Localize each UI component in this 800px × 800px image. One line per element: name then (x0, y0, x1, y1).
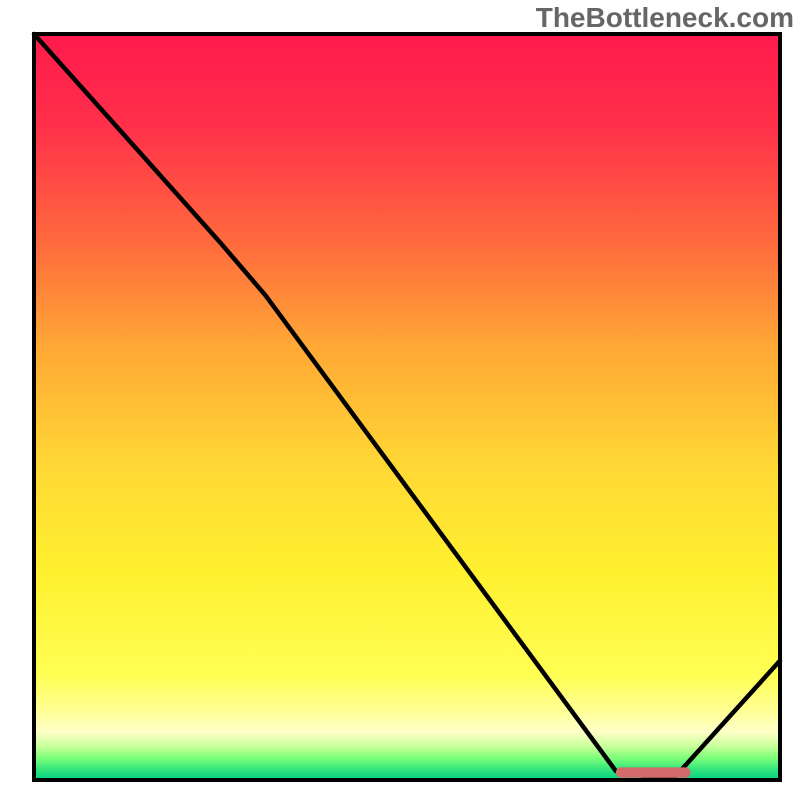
watermark-text: TheBottleneck.com (536, 2, 794, 34)
bottleneck-chart (0, 0, 800, 800)
optimal-range-marker (616, 767, 691, 777)
plot-background (34, 34, 780, 780)
chart-container: TheBottleneck.com (0, 0, 800, 800)
